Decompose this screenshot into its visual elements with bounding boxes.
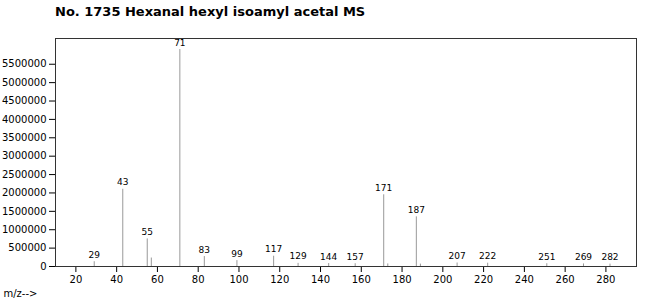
svg-text:144: 144: [320, 252, 337, 262]
html-text:No. 1735 Hexanal hexyl isoamyl: No. 1735 Hexanal hexyl isoamyl acetal MS: [55, 4, 366, 19]
svg-text:5000000: 5000000: [2, 77, 47, 88]
svg-text:3000000: 3000000: [2, 150, 47, 161]
svg-text:55: 55: [142, 227, 153, 237]
svg-text:83: 83: [199, 245, 210, 255]
svg-text:269: 269: [575, 252, 592, 262]
svg-text:99: 99: [231, 249, 243, 259]
svg-text:20: 20: [70, 274, 83, 285]
svg-text:100: 100: [229, 274, 248, 285]
svg-text:171: 171: [375, 183, 392, 193]
svg-text:2500000: 2500000: [2, 169, 47, 180]
svg-text:251: 251: [538, 252, 555, 262]
svg-text:2000000: 2000000: [2, 187, 47, 198]
svg-text:40: 40: [110, 274, 123, 285]
svg-text:4500000: 4500000: [2, 95, 47, 106]
svg-text:220: 220: [474, 274, 493, 285]
svg-text:129: 129: [289, 251, 306, 261]
svg-text:60: 60: [151, 274, 164, 285]
svg-text:m/z-->: m/z-->: [4, 288, 38, 299]
svg-text:222: 222: [479, 251, 496, 261]
svg-text:0: 0: [40, 261, 46, 272]
svg-text:500000: 500000: [8, 242, 46, 253]
svg-text:43: 43: [117, 177, 128, 187]
svg-text:71: 71: [174, 38, 185, 48]
svg-text:4000000: 4000000: [2, 114, 47, 125]
svg-text:1500000: 1500000: [2, 206, 47, 217]
svg-text:187: 187: [408, 205, 425, 215]
svg-text:282: 282: [601, 252, 618, 262]
svg-text:207: 207: [449, 251, 466, 261]
svg-text:240: 240: [515, 274, 534, 285]
svg-text:157: 157: [347, 252, 364, 262]
svg-text:5500000: 5500000: [2, 58, 47, 69]
svg-text:80: 80: [192, 274, 205, 285]
svg-text:180: 180: [393, 274, 412, 285]
svg-text:120: 120: [270, 274, 289, 285]
svg-text:3500000: 3500000: [2, 132, 47, 143]
svg-text:117: 117: [265, 244, 282, 254]
svg-text:1000000: 1000000: [2, 224, 47, 235]
svg-text:200: 200: [433, 274, 452, 285]
svg-text:140: 140: [311, 274, 330, 285]
svg-text:160: 160: [352, 274, 371, 285]
svg-text:260: 260: [556, 274, 575, 285]
svg-text:29: 29: [89, 250, 101, 260]
svg-text:280: 280: [596, 274, 615, 285]
